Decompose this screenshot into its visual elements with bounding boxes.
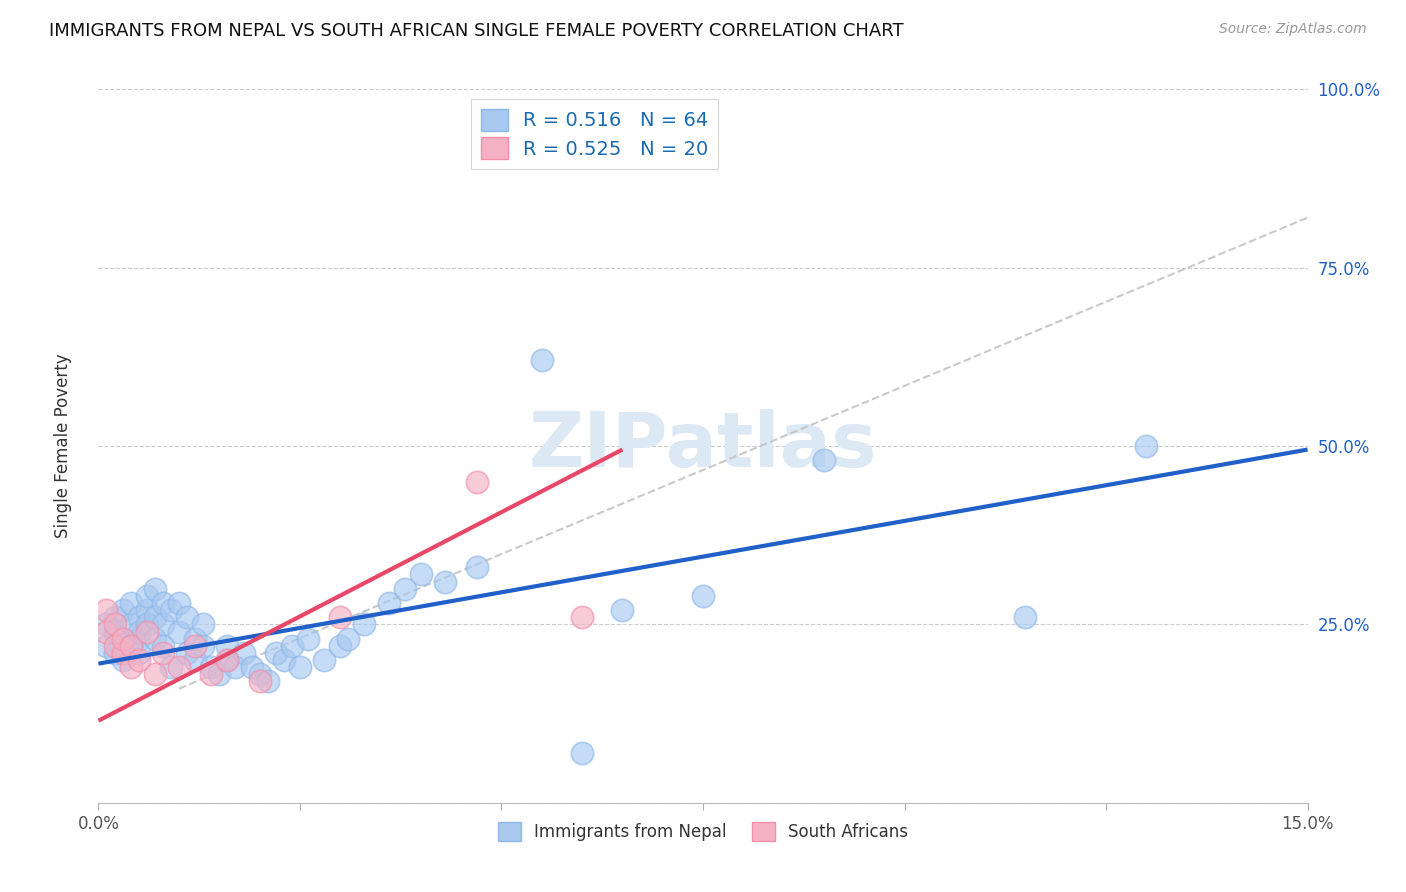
Point xyxy=(193,639,215,653)
Point xyxy=(264,646,287,660)
Point xyxy=(353,617,375,632)
Point xyxy=(152,596,174,610)
Point xyxy=(103,617,125,632)
Point xyxy=(120,596,142,610)
Point xyxy=(111,653,134,667)
Point xyxy=(120,660,142,674)
Point xyxy=(96,624,118,639)
Legend: Immigrants from Nepal, South Africans: Immigrants from Nepal, South Africans xyxy=(491,815,915,848)
Point xyxy=(434,574,457,589)
Point xyxy=(184,632,207,646)
Point xyxy=(530,353,553,368)
Point xyxy=(103,610,125,624)
Y-axis label: Single Female Poverty: Single Female Poverty xyxy=(53,354,72,538)
Point xyxy=(193,617,215,632)
Point xyxy=(120,639,142,653)
Point xyxy=(167,624,190,639)
Point xyxy=(184,653,207,667)
Point xyxy=(176,610,198,624)
Point xyxy=(217,653,239,667)
Point xyxy=(208,667,231,681)
Point xyxy=(200,660,222,674)
Point xyxy=(143,632,166,646)
Point xyxy=(152,646,174,660)
Point xyxy=(128,610,150,624)
Point xyxy=(692,589,714,603)
Point xyxy=(103,639,125,653)
Point xyxy=(143,610,166,624)
Point xyxy=(167,596,190,610)
Text: ZIPatlas: ZIPatlas xyxy=(529,409,877,483)
Point xyxy=(297,632,319,646)
Point xyxy=(160,660,183,674)
Point xyxy=(394,582,416,596)
Text: Source: ZipAtlas.com: Source: ZipAtlas.com xyxy=(1219,22,1367,37)
Point xyxy=(143,582,166,596)
Point xyxy=(120,617,142,632)
Point xyxy=(571,610,593,624)
Point xyxy=(314,653,336,667)
Point xyxy=(160,603,183,617)
Point xyxy=(111,632,134,646)
Point xyxy=(128,653,150,667)
Point xyxy=(103,624,125,639)
Point xyxy=(337,632,360,646)
Point xyxy=(135,589,157,603)
Point xyxy=(176,646,198,660)
Point xyxy=(813,453,835,467)
Point xyxy=(465,560,488,574)
Point xyxy=(111,603,134,617)
Point xyxy=(273,653,295,667)
Point xyxy=(167,660,190,674)
Point xyxy=(135,617,157,632)
Point xyxy=(111,646,134,660)
Point xyxy=(143,667,166,681)
Point xyxy=(152,617,174,632)
Point xyxy=(571,746,593,760)
Point xyxy=(249,667,271,681)
Point xyxy=(288,660,311,674)
Point xyxy=(217,639,239,653)
Point xyxy=(612,603,634,617)
Point xyxy=(232,646,254,660)
Point xyxy=(240,660,263,674)
Point xyxy=(217,653,239,667)
Point xyxy=(329,610,352,624)
Point xyxy=(1014,610,1036,624)
Point xyxy=(224,660,246,674)
Point xyxy=(128,632,150,646)
Point xyxy=(111,632,134,646)
Point xyxy=(377,596,399,610)
Point xyxy=(1135,439,1157,453)
Point xyxy=(152,639,174,653)
Point xyxy=(281,639,304,653)
Point xyxy=(409,567,432,582)
Point xyxy=(96,603,118,617)
Point xyxy=(96,639,118,653)
Point xyxy=(128,646,150,660)
Point xyxy=(249,674,271,689)
Point xyxy=(96,617,118,632)
Point xyxy=(200,667,222,681)
Point xyxy=(103,646,125,660)
Point xyxy=(465,475,488,489)
Point xyxy=(135,603,157,617)
Point xyxy=(120,639,142,653)
Point xyxy=(184,639,207,653)
Point xyxy=(128,624,150,639)
Point xyxy=(329,639,352,653)
Point xyxy=(256,674,278,689)
Text: IMMIGRANTS FROM NEPAL VS SOUTH AFRICAN SINGLE FEMALE POVERTY CORRELATION CHART: IMMIGRANTS FROM NEPAL VS SOUTH AFRICAN S… xyxy=(49,22,904,40)
Point xyxy=(135,624,157,639)
